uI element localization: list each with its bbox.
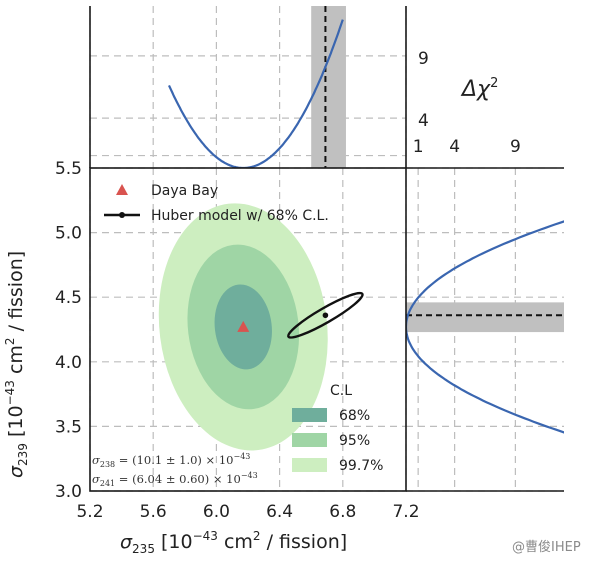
y-tick-3.0: 3.0 <box>55 482 82 502</box>
right-x-tick-1: 1 <box>413 137 424 157</box>
watermark: @曹俊IHEP <box>512 540 581 555</box>
cl-label-68: 68% <box>339 408 370 424</box>
delta-chi2-label: Δχ2 <box>460 76 498 102</box>
right-panel-frame <box>406 167 564 492</box>
y-tick-3.5: 3.5 <box>55 417 82 437</box>
huber-model-ellipse <box>287 291 364 339</box>
y-tick-5.5: 5.5 <box>55 159 82 179</box>
main-panel-frame <box>89 167 407 492</box>
x-axis-label: σ235 [10−43 cm2 / fission] <box>120 529 347 556</box>
cl-legend-title: C.L <box>330 383 352 399</box>
top-y-tick-4: 4 <box>418 111 429 131</box>
cl-label-95: 95% <box>339 433 370 449</box>
y-tick-4.5: 4.5 <box>55 288 82 308</box>
y-tick-labels: 3.0 3.5 4.0 4.5 5.0 5.5 <box>55 159 82 502</box>
sigma241-annotation: σ241 = (6.04 ± 0.60) × 10−43 <box>92 471 258 488</box>
cl-swatch-95 <box>292 433 327 447</box>
legend-huber-label: Huber model w/ 68% C.L. <box>151 208 329 224</box>
legend: Daya Bay Huber model w/ 68% C.L. <box>104 183 329 224</box>
top-grid <box>89 6 407 168</box>
x-tick-6.8: 6.8 <box>329 502 356 522</box>
legend-huber-dot <box>119 212 125 218</box>
x-tick-5.6: 5.6 <box>140 502 167 522</box>
right-x-tick-labels: 1 4 9 <box>413 137 521 157</box>
legend-daya-bay-label: Daya Bay <box>151 183 218 199</box>
cl-legend: C.L 68% 95% 99.7% <box>292 383 383 474</box>
x-tick-6.4: 6.4 <box>266 502 293 522</box>
y-axis-label: σ239 [10−43 cm2 / fission] <box>3 251 30 478</box>
sigma238-annotation: σ238 = (10.1 ± 1.0) × 10−43 <box>92 452 250 469</box>
huber-center-dot <box>322 312 329 319</box>
x-tick-7.2: 7.2 <box>392 502 419 522</box>
cl-swatch-997 <box>292 458 327 472</box>
top-y-tick-labels: 49 <box>418 49 429 131</box>
right-x-tick-9: 9 <box>510 137 521 157</box>
cl-label-997: 99.7% <box>339 458 383 474</box>
right-best-fit-band <box>406 302 564 333</box>
right-band-rect <box>406 302 564 333</box>
cl-swatch-68 <box>292 408 327 422</box>
x-tick-5.2: 5.2 <box>76 502 103 522</box>
top-chi2-curve <box>168 19 344 168</box>
daya-bay-marker <box>237 320 250 332</box>
legend-daya-bay-marker <box>116 184 128 195</box>
top-y-tick-9: 9 <box>418 49 429 69</box>
daya-bay-point <box>237 320 250 332</box>
huber-ellipse <box>287 291 364 339</box>
x-tick-6.0: 6.0 <box>203 502 230 522</box>
top-curve-path <box>168 19 344 168</box>
y-tick-4.0: 4.0 <box>55 353 82 373</box>
y-tick-5.0: 5.0 <box>55 224 82 244</box>
right-x-tick-4: 4 <box>449 137 460 157</box>
top-panel-frame <box>89 6 407 168</box>
x-tick-labels: 5.2 5.6 6.0 6.4 6.8 7.2 <box>76 502 419 522</box>
